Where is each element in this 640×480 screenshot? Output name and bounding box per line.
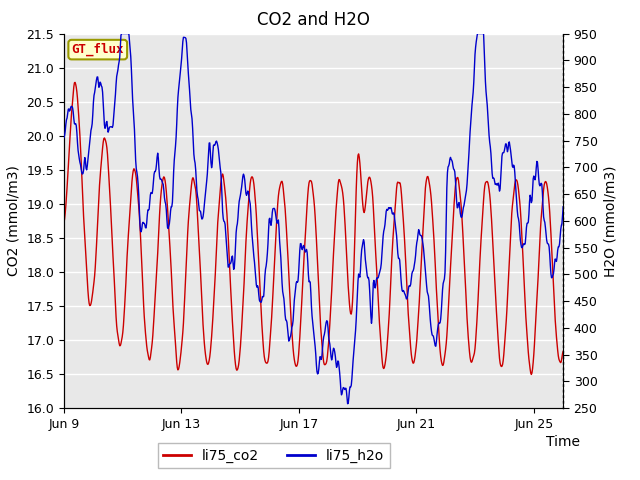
Text: GT_flux: GT_flux [72,43,124,56]
Legend: li75_co2, li75_h2o: li75_co2, li75_h2o [157,443,390,468]
Text: Time: Time [546,435,580,449]
Y-axis label: H2O (mmol/m3): H2O (mmol/m3) [603,165,617,276]
Title: CO2 and H2O: CO2 and H2O [257,11,370,29]
Y-axis label: CO2 (mmol/m3): CO2 (mmol/m3) [7,166,21,276]
